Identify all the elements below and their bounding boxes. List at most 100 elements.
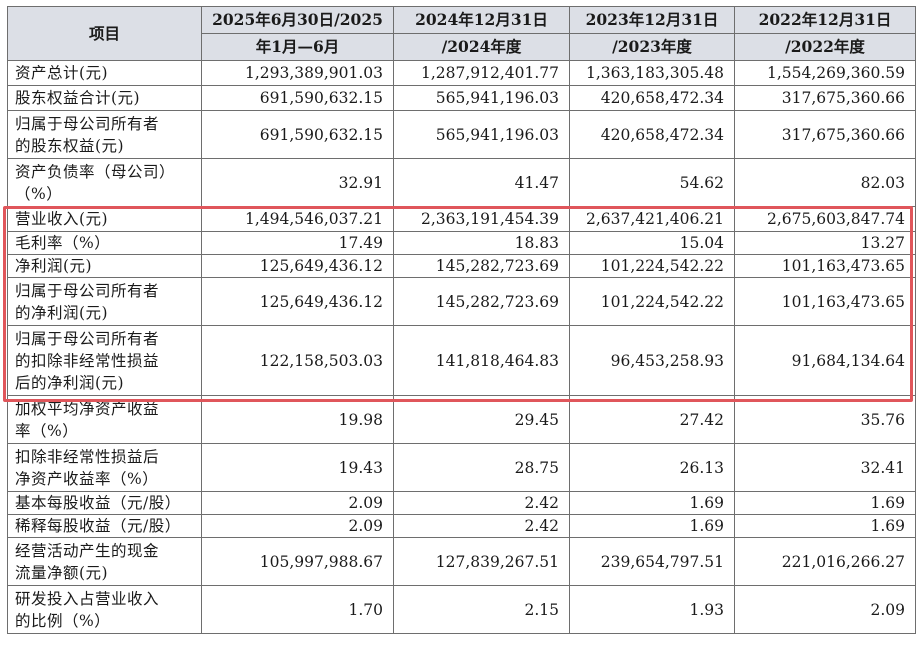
table-row: 归属于母公司所有者 的净利润(元) 125,649,436.12 145,282… — [7, 277, 916, 326]
header-item: 项目 — [7, 6, 202, 61]
table-row: 归属于母公司所有者 的扣除非经常性损益 后的净利润(元) 122,158,503… — [7, 325, 916, 396]
row-label: 归属于母公司所有者 的扣除非经常性损益 后的净利润(元) — [7, 325, 202, 396]
row-label: 稀释每股收益（元/股） — [7, 514, 202, 538]
header-2025-line2: 年1月—6月 — [201, 33, 394, 61]
table-row: 毛利率（%） 17.49 18.83 15.04 13.27 — [7, 231, 916, 255]
cell-2025: 691,590,632.15 — [201, 85, 394, 111]
table-header: 项目 2025年6月30日/2025 2024年12月31日 2023年12月3… — [7, 6, 916, 61]
cell-2022: 2,675,603,847.74 — [734, 206, 916, 232]
cell-2023: 239,654,797.51 — [569, 537, 735, 586]
financial-summary-table: 项目 2025年6月30日/2025 2024年12月31日 2023年12月3… — [7, 6, 916, 634]
cell-2023: 420,658,472.34 — [569, 110, 735, 159]
table-row: 经营活动产生的现金 流量净额(元) 105,997,988.67 127,839… — [7, 537, 916, 586]
cell-2022: 2.09 — [734, 585, 916, 634]
header-row-2: 年1月—6月 /2024年度 /2023年度 /2022年度 — [8, 33, 916, 61]
table-row: 扣除非经常性损益后 净资产收益率（%） 19.43 28.75 26.13 32… — [7, 443, 916, 492]
header-2022-line2: /2022年度 — [734, 33, 916, 61]
table-row: 净利润(元) 125,649,436.12 145,282,723.69 101… — [7, 254, 916, 278]
cell-2023: 26.13 — [569, 443, 735, 492]
table-row: 基本每股收益（元/股） 2.09 2.42 1.69 1.69 — [7, 491, 916, 515]
cell-2023: 101,224,542.22 — [569, 254, 735, 278]
table-row: 资产总计(元) 1,293,389,901.03 1,287,912,401.7… — [7, 60, 916, 86]
cell-2023: 1.69 — [569, 491, 735, 515]
cell-2025: 125,649,436.12 — [201, 254, 394, 278]
table-row: 资产负债率（母公司） （%） 32.91 41.47 54.62 82.03 — [7, 158, 916, 207]
cell-2022: 35.76 — [734, 395, 916, 444]
row-label: 资产总计(元) — [7, 60, 202, 86]
row-label: 资产负债率（母公司） （%） — [7, 158, 202, 207]
table-row: 归属于母公司所有者 的股东权益(元) 691,590,632.15 565,94… — [7, 110, 916, 159]
cell-2025: 32.91 — [201, 158, 394, 207]
header-2023-line2: /2023年度 — [569, 33, 735, 61]
header-2024-line1: 2024年12月31日 — [393, 6, 570, 34]
cell-2022: 1.69 — [734, 491, 916, 515]
cell-2024: 18.83 — [393, 231, 570, 255]
cell-2025: 2.09 — [201, 514, 394, 538]
cell-2023: 2,637,421,406.21 — [569, 206, 735, 232]
cell-2025: 1,293,389,901.03 — [201, 60, 394, 86]
row-label: 归属于母公司所有者 的净利润(元) — [7, 277, 202, 326]
cell-2024: 2.42 — [393, 491, 570, 515]
cell-2025: 19.98 — [201, 395, 394, 444]
cell-2025: 17.49 — [201, 231, 394, 255]
cell-2022: 317,675,360.66 — [734, 85, 916, 111]
cell-2024: 565,941,196.03 — [393, 110, 570, 159]
cell-2025: 2.09 — [201, 491, 394, 515]
table-row: 营业收入(元) 1,494,546,037.21 2,363,191,454.3… — [7, 206, 916, 232]
header-2025-line1: 2025年6月30日/2025 — [201, 6, 394, 34]
row-label: 加权平均净资产收益 率（%） — [7, 395, 202, 444]
table-row: 稀释每股收益（元/股） 2.09 2.42 1.69 1.69 — [7, 514, 916, 538]
cell-2025: 125,649,436.12 — [201, 277, 394, 326]
header-2024-line2: /2024年度 — [393, 33, 570, 61]
row-label: 毛利率（%） — [7, 231, 202, 255]
cell-2025: 1,494,546,037.21 — [201, 206, 394, 232]
table-row: 研发投入占营业收入 的比例（%） 1.70 2.15 1.93 2.09 — [7, 585, 916, 634]
cell-2024: 2.42 — [393, 514, 570, 538]
row-label: 归属于母公司所有者 的股东权益(元) — [7, 110, 202, 159]
cell-2025: 19.43 — [201, 443, 394, 492]
row-label: 基本每股收益（元/股） — [7, 491, 202, 515]
cell-2022: 101,163,473.65 — [734, 254, 916, 278]
cell-2024: 565,941,196.03 — [393, 85, 570, 111]
cell-2025: 1.70 — [201, 585, 394, 634]
cell-2024: 2,363,191,454.39 — [393, 206, 570, 232]
cell-2022: 317,675,360.66 — [734, 110, 916, 159]
cell-2024: 141,818,464.83 — [393, 325, 570, 396]
cell-2024: 145,282,723.69 — [393, 277, 570, 326]
cell-2024: 28.75 — [393, 443, 570, 492]
cell-2024: 2.15 — [393, 585, 570, 634]
header-row-1: 项目 2025年6月30日/2025 2024年12月31日 2023年12月3… — [7, 6, 916, 61]
cell-2025: 691,590,632.15 — [201, 110, 394, 159]
table-body: 资产总计(元) 1,293,389,901.03 1,287,912,401.7… — [7, 60, 916, 634]
cell-2024: 41.47 — [393, 158, 570, 207]
cell-2024: 145,282,723.69 — [393, 254, 570, 278]
row-label: 经营活动产生的现金 流量净额(元) — [7, 537, 202, 586]
cell-2025: 122,158,503.03 — [201, 325, 394, 396]
cell-2023: 420,658,472.34 — [569, 85, 735, 111]
cell-2022: 32.41 — [734, 443, 916, 492]
cell-2024: 127,839,267.51 — [393, 537, 570, 586]
cell-2022: 101,163,473.65 — [734, 277, 916, 326]
row-label: 净利润(元) — [7, 254, 202, 278]
row-label: 股东权益合计(元) — [7, 85, 202, 111]
cell-2023: 54.62 — [569, 158, 735, 207]
cell-2022: 1,554,269,360.59 — [734, 60, 916, 86]
cell-2024: 29.45 — [393, 395, 570, 444]
cell-2023: 1,363,183,305.48 — [569, 60, 735, 86]
cell-2023: 15.04 — [569, 231, 735, 255]
cell-2024: 1,287,912,401.77 — [393, 60, 570, 86]
table-row: 加权平均净资产收益 率（%） 19.98 29.45 27.42 35.76 — [7, 395, 916, 444]
cell-2022: 1.69 — [734, 514, 916, 538]
cell-2022: 91,684,134.64 — [734, 325, 916, 396]
row-label: 营业收入(元) — [7, 206, 202, 232]
table-row: 股东权益合计(元) 691,590,632.15 565,941,196.03 … — [7, 85, 916, 111]
cell-2023: 1.93 — [569, 585, 735, 634]
cell-2023: 96,453,258.93 — [569, 325, 735, 396]
header-2022-line1: 2022年12月31日 — [734, 6, 916, 34]
cell-2022: 13.27 — [734, 231, 916, 255]
cell-2022: 221,016,266.27 — [734, 537, 916, 586]
cell-2023: 101,224,542.22 — [569, 277, 735, 326]
cell-2023: 1.69 — [569, 514, 735, 538]
row-label: 扣除非经常性损益后 净资产收益率（%） — [7, 443, 202, 492]
